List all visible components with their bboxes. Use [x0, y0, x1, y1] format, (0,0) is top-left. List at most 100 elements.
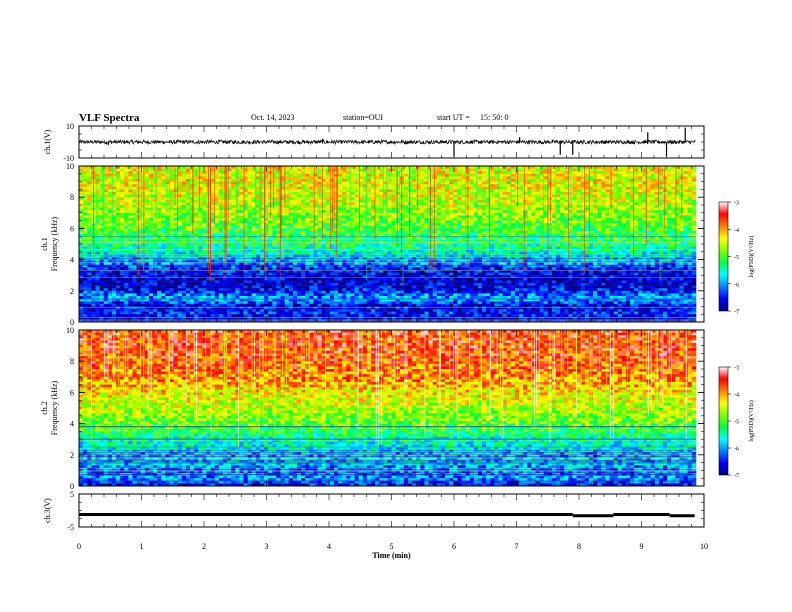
ch1-spectrogram-cell [403, 194, 409, 198]
ch1-spectrogram-cell [514, 244, 520, 247]
ch1-spectrogram-cell [325, 186, 331, 190]
ch1-spectrogram-cell [387, 181, 392, 185]
ch1-spectrogram-cell [111, 236, 117, 240]
ch1-spectrogram-cell [190, 181, 195, 185]
ch1-spectrogram-cell [440, 231, 446, 234]
ch1-spectrogram-cell [486, 236, 491, 240]
ch1-spectrogram-cell [165, 207, 170, 211]
ch1-spectrogram-cell [99, 249, 105, 253]
ch1-spectrogram-cell [317, 176, 323, 180]
ch1-spectrogram-cell [560, 205, 565, 208]
ch1-spectrogram-cell [124, 215, 129, 219]
ch1-spectrogram-cell [580, 215, 586, 219]
ch1-spectrogram-cell [280, 225, 286, 229]
ch1-spectrogram-cell [601, 215, 606, 219]
ch1-spectrogram-cell [453, 212, 458, 216]
ch1-spectrogram-cell [329, 184, 335, 188]
ch1-spectrogram-cell [124, 241, 129, 245]
ch1-spectrogram-cell [638, 189, 643, 193]
ch1-spectrogram-cell [675, 223, 680, 227]
ch1-spectrogram-cell [675, 184, 680, 188]
ch1-spectrogram-cell [227, 168, 232, 172]
ch1-spectrogram-cell [329, 173, 335, 177]
ch1-spectrogram-cell [576, 181, 582, 185]
ch1-spectrogram-cell [667, 244, 672, 247]
ch1-spectrogram-cell [547, 186, 553, 190]
ch1-spectrogram-cell [169, 173, 174, 177]
ch1-spectrogram-cell [683, 246, 689, 250]
ch1-spectrogram-cell [379, 241, 384, 245]
ch1-spectrogram-cell [354, 184, 360, 188]
ch1-spectrogram-cell [111, 199, 117, 203]
ch1-spectrogram-cell [161, 202, 166, 206]
ch1-spectrogram-cell [272, 181, 277, 185]
ch1-spectrogram-cell [350, 233, 355, 237]
ch1-spectrogram-cell [523, 181, 528, 185]
ch1-spectrogram-cell [572, 231, 578, 234]
ch1-spectrogram-cell [420, 210, 425, 214]
ch1-spectrogram-cell [630, 220, 635, 224]
ch1-spectrogram-cell [107, 192, 113, 195]
ch1-spectrogram-cell [346, 166, 351, 169]
ch1-spectrogram-cell [436, 184, 442, 188]
ch1-spectrogram-cell [510, 179, 516, 182]
ch1-spectrogram-cell [490, 179, 495, 182]
ch1-spectrogram-cell [605, 179, 610, 182]
ch1-spectrogram-cell [321, 207, 327, 211]
ch1-spectrogram-cell [169, 246, 174, 250]
ch1-spectrogram-cell [687, 233, 693, 237]
ch1-spectrogram-cell [457, 228, 462, 232]
ch1-spectrogram-cell [436, 225, 442, 229]
ch1-spectrogram-cell [148, 220, 154, 224]
ch1-spectrogram-cell [457, 241, 462, 245]
ch1-spectrogram-cell [539, 241, 545, 245]
ch1-spectrogram-cell [432, 228, 438, 232]
ch1-spectrogram-cell [642, 199, 647, 203]
ch1-spectrogram-cell [292, 233, 298, 237]
ch1-spectrogram-cell [255, 225, 261, 229]
ch1-spectrogram-cell [366, 186, 372, 190]
ch1-spectrogram-cell [432, 207, 438, 211]
ch1-spectrogram-cell [403, 212, 409, 216]
ch1-spectrogram-cell [679, 225, 684, 229]
ch1-spectrogram-cell [482, 166, 487, 169]
ch1-spectrogram-cell [556, 225, 561, 229]
ch1-spectrogram-cell [584, 238, 590, 242]
ch1-spectrogram-cell [276, 244, 281, 247]
ch1-spectrogram-cell [642, 192, 647, 195]
ch1-spectrogram-cell [362, 228, 368, 232]
ch1-spectrogram-cell [190, 228, 195, 232]
ch1-spectrogram-cell [79, 215, 84, 219]
ch1-spectrogram-cell [264, 233, 269, 237]
ch1-spectrogram-cell [177, 202, 183, 206]
ch1-spectrogram-cell [272, 210, 277, 214]
ch1-spectrogram-cell [288, 207, 294, 211]
ch1-spectrogram-cell [83, 189, 88, 193]
ch1-spectrogram-cell [621, 238, 627, 242]
ch1-spectrogram-cell [638, 181, 643, 185]
ch1-spectrogram-cell [662, 173, 668, 177]
ch1-spectrogram-cell [556, 205, 561, 208]
ch1-spectrogram-cell [440, 205, 446, 208]
ch1-spectrogram-cell [124, 244, 129, 247]
ch1-spectrogram-cell [325, 192, 331, 195]
ch1-spectrogram-cell [128, 171, 133, 175]
ch1-spectrogram-cell [79, 207, 84, 211]
ch1-spectrogram-cell [531, 181, 536, 185]
ch1-spectrogram-cell [259, 192, 265, 195]
ch1-spectrogram-cell [535, 223, 540, 227]
ch1-spectrogram-cell [572, 192, 578, 195]
ch1-spectrogram-cell [214, 249, 220, 253]
ch1-spectrogram-cell [107, 179, 113, 182]
ch1-spectrogram-cell [416, 241, 421, 245]
ch1-spectrogram-cell [239, 210, 244, 214]
ch1-spectrogram-cell [132, 210, 137, 214]
ch1-spectrogram-cell [346, 176, 351, 180]
ch1-spectrogram-cell [625, 233, 631, 237]
ch1-spectrogram-cell [190, 218, 195, 221]
ch1-spectrogram-cell [194, 225, 199, 229]
ch1-spectrogram-cell [251, 241, 257, 245]
ch1-spectrogram-cell [523, 192, 528, 195]
ch1-spectrogram-cell [190, 210, 195, 214]
ch1-spectrogram-cell [473, 246, 479, 250]
